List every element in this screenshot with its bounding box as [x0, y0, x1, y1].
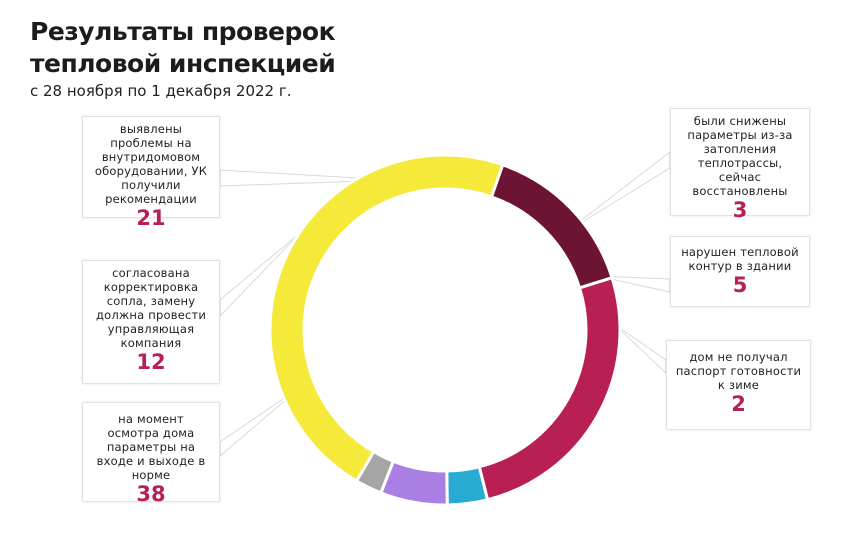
chart-subtitle: с 28 ноября по 1 декабря 2022 г. — [30, 82, 292, 100]
donut-slice-problems — [477, 275, 622, 502]
slice-value-flooding: 3 — [732, 198, 748, 222]
callout-pointer-problems — [219, 169, 393, 187]
callout-pointer-normal — [219, 385, 303, 458]
chart-title: Результаты проверок тепловой инспекцией — [30, 16, 336, 80]
slice-value-nozzle: 12 — [136, 350, 166, 374]
label-box-problems: выявлены проблемы на внутридомовом обору… — [82, 116, 220, 229]
label-box-flooding: были снижены параметры из-за затопления … — [670, 108, 810, 221]
label-box-normal: на момент осмотра дома параметры на вход… — [82, 402, 220, 506]
donut-slice-normal — [268, 153, 505, 484]
label-box-passport: дом не получал паспорт готовности к зиме… — [666, 340, 811, 430]
donut-slice-flooding — [445, 464, 490, 507]
label-box-contour: нарушен тепловой контур в здании 5 — [670, 236, 810, 307]
callout-pointer-passport — [613, 323, 667, 375]
callout-pointer-nozzle — [219, 231, 302, 318]
slice-value-passport: 2 — [731, 392, 746, 416]
title-line-1: Результаты проверок — [30, 17, 336, 46]
slice-label-nozzle: согласована корректировка сопла, замену … — [95, 266, 207, 350]
donut-slice-nozzle — [489, 162, 614, 290]
slice-value-problems: 21 — [136, 206, 166, 230]
slice-label-normal: на момент осмотра дома параметры на вход… — [96, 412, 206, 482]
label-box-nozzle: согласована корректировка сопла, замену … — [82, 260, 220, 384]
slice-value-contour: 5 — [732, 273, 748, 297]
slice-label-passport: дом не получал паспорт готовности к зиме — [675, 350, 802, 392]
slice-label-flooding: были снижены параметры из-за затопления … — [687, 114, 793, 198]
title-line-2: тепловой инспекцией — [30, 49, 336, 78]
slice-value-normal: 38 — [136, 482, 166, 506]
slice-label-problems: выявлены проблемы на внутридомовом обору… — [94, 122, 208, 206]
slice-label-contour: нарушен тепловой контур в здании — [681, 245, 799, 273]
